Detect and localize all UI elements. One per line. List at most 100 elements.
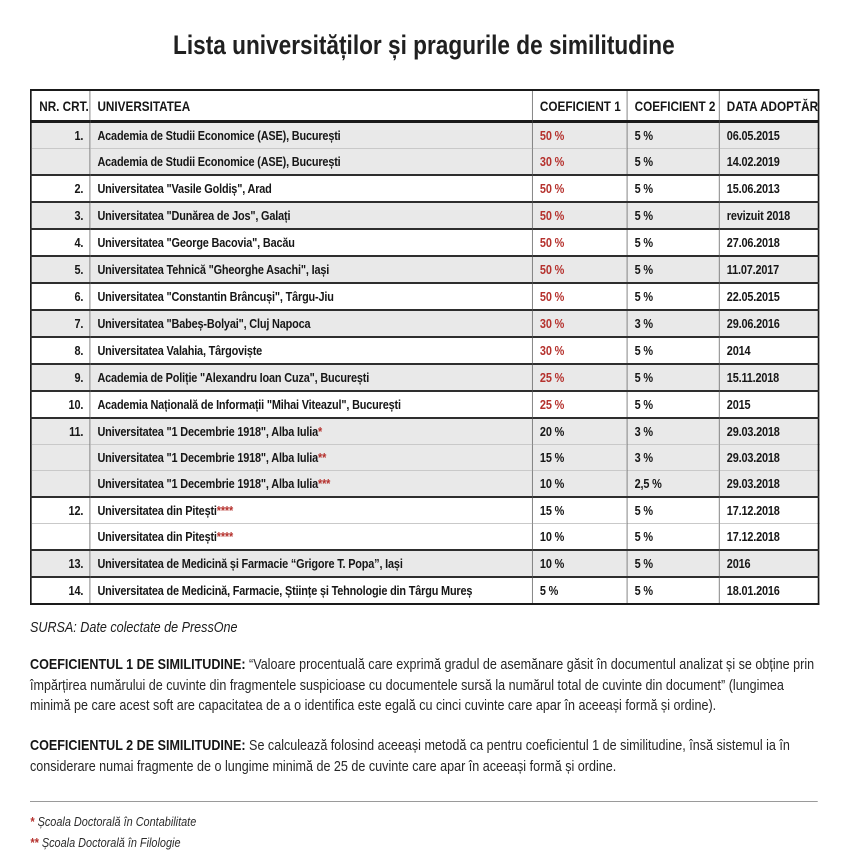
university-name: Universitatea "1 Decembrie 1918", Alba I…: [97, 450, 318, 465]
cell-nr-crt: 13.: [30, 549, 90, 577]
definition-coeficient-1: COEFICIENTUL 1 DE SIMILITUDINE: “Valoare…: [30, 655, 818, 717]
page-title: Lista universităților și pragurile de si…: [173, 30, 675, 60]
cell-coeficient-1: 50 %: [531, 121, 627, 149]
cell-university: Academia de Studii Economice (ASE), Bucu…: [89, 121, 532, 149]
cell-coeficient-2: 5 %: [626, 148, 719, 175]
table-row: 7. Universitatea "Babeș-Bolyai", Cluj Nap…: [30, 309, 819, 337]
definition-coeficient-1-label: COEFICIENTUL 1 DE SIMILITUDINE:: [30, 656, 246, 673]
cell-nr-crt: [30, 148, 90, 175]
table-body: 1. Academia de Studii Economice (ASE), Bu…: [30, 121, 819, 604]
university-name: Universitatea Valahia, Târgoviște: [97, 343, 263, 358]
cell-data-adoptarii: 2016: [718, 549, 819, 577]
cell-coeficient-2: 5 %: [626, 255, 719, 283]
university-name: Academia de Studii Economice (ASE), Bucu…: [97, 154, 341, 169]
cell-coeficient-1: 10 %: [531, 549, 627, 577]
university-name: Universitatea Tehnică "Gheorghe Asachi",…: [97, 262, 330, 277]
definition-coeficient-2-text: Se calculează folosind aceeași metodă ca…: [30, 737, 790, 775]
footnote-text: Școala Doctorală în Filologie: [41, 834, 181, 850]
cell-university: Universitatea "Dunărea de Jos", Galați: [89, 201, 532, 229]
table-header: NR. CRT. UNIVERSITATEA COEFICIENT 1 COEF…: [30, 90, 819, 123]
cell-coeficient-2: 5 %: [626, 121, 719, 149]
footnote-marker: *: [317, 424, 323, 439]
cell-university: Universitatea "1 Decembrie 1918", Alba I…: [89, 417, 532, 445]
cell-nr-crt: 5.: [30, 255, 90, 283]
footnote-marker: ***: [317, 476, 331, 491]
table-row: 4. Universitatea "George Bacovia", Bacău 5…: [30, 228, 819, 256]
definition-coeficient-2-label: COEFICIENTUL 2 DE SIMILITUDINE:: [30, 737, 246, 755]
cell-university: Universitatea "1 Decembrie 1918", Alba I…: [89, 470, 532, 497]
cell-university: Universitatea "Babeș-Bolyai", Cluj Napoc…: [89, 309, 532, 337]
cell-coeficient-2: 5 %: [626, 336, 719, 364]
cell-data-adoptarii: 17.12.2018: [718, 523, 819, 550]
cell-nr-crt: 9.: [30, 363, 90, 391]
cell-university: Universitatea Valahia, Târgoviște: [89, 336, 532, 364]
table-row: Universitatea din Pitești**** 10 % 5 % 17.1…: [30, 523, 819, 550]
cell-university: Universitatea Tehnică "Gheorghe Asachi",…: [89, 255, 532, 283]
header-coeficient-1: COEFICIENT 1: [531, 90, 627, 123]
university-name: Universitatea din Pitești: [97, 503, 217, 518]
cell-coeficient-1: 50 %: [531, 201, 627, 229]
cell-university: Universitatea "Vasile Goldiș", Arad: [89, 174, 532, 202]
university-name: Universitatea din Pitești: [97, 529, 217, 544]
definition-coeficient-2: COEFICIENTUL 2 DE SIMILITUDINE: Se calcu…: [30, 736, 818, 777]
footnote-marker: *: [30, 814, 35, 830]
table-row: Universitatea "1 Decembrie 1918", Alba I…: [30, 444, 819, 471]
header-coeficient-2: COEFICIENT 2: [626, 90, 719, 123]
cell-university: Universitatea "Constantin Brâncuși", Târ…: [89, 282, 532, 310]
cell-nr-crt: [30, 523, 90, 550]
cell-nr-crt: 6.: [30, 282, 90, 310]
cell-coeficient-2: 2,5 %: [626, 470, 719, 497]
cell-data-adoptarii: 11.07.2017: [718, 255, 819, 283]
university-name: Universitatea "George Bacovia", Bacău: [97, 235, 295, 250]
cell-university: Universitatea "1 Decembrie 1918", Alba I…: [89, 444, 532, 471]
university-name: Universitatea de Medicină, Farmacie, Ști…: [97, 583, 473, 598]
footnote-text: Școala Doctorală în Contabilitate: [37, 814, 197, 830]
content-wrap: Lista universităților și pragurile de si…: [30, 30, 820, 853]
cell-coeficient-1: 50 %: [531, 228, 627, 256]
cell-coeficient-2: 5 %: [626, 201, 719, 229]
cell-data-adoptarii: 29.03.2018: [718, 417, 819, 445]
table-row: 13. Universitatea de Medicină și Farmacie…: [30, 549, 819, 577]
cell-nr-crt: 1.: [74, 128, 84, 143]
cell-coeficient-1: 15 %: [531, 444, 627, 471]
cell-coeficient-1: 30 %: [531, 309, 627, 337]
cell-coeficient-1: 15 %: [531, 496, 627, 524]
cell-nr-crt: [30, 444, 90, 471]
cell-data-adoptarii: 29.03.2018: [718, 470, 819, 497]
cell-nr-crt: 2.: [30, 174, 90, 202]
cell-nr-crt: 8.: [30, 336, 90, 364]
cell-coeficient-2: 3 %: [626, 309, 719, 337]
header-universitatea: UNIVERSITATEA: [89, 90, 532, 123]
cell-coeficient-2: 5 %: [626, 174, 719, 202]
cell-data-adoptarii: 17.12.2018: [718, 496, 819, 524]
cell-coeficient-2: 5 %: [626, 523, 719, 550]
cell-university: Academia de Studii Economice (ASE), Bucu…: [89, 148, 532, 175]
cell-nr-crt: 14.: [30, 576, 90, 604]
cell-coeficient-1: 25 %: [531, 363, 627, 391]
cell-university: Universitatea de Medicină și Farmacie “G…: [89, 549, 532, 577]
footnotes-divider: [30, 801, 818, 803]
cell-nr-crt: 3.: [30, 201, 90, 229]
cell-data-adoptarii: 22.05.2015: [718, 282, 819, 310]
cell-coeficient-2: 5 %: [626, 549, 719, 577]
cell-data-adoptarii: 06.05.2015: [718, 121, 819, 149]
table-row: 12. Universitatea din Pitești**** 15 % 5 % 1…: [30, 496, 819, 524]
cell-coeficient-1: 5 %: [531, 576, 627, 604]
cell-coeficient-2: 5 %: [626, 228, 719, 256]
cell-data-adoptarii: revizuit 2018: [718, 201, 819, 229]
cell-coeficient-1: 25 %: [531, 390, 627, 418]
university-name: Academia de Poliție "Alexandru Ioan Cuza…: [97, 370, 370, 385]
table-row: 2. Universitatea "Vasile Goldiș", Arad 50 …: [30, 174, 819, 202]
cell-university: Academia de Poliție "Alexandru Ioan Cuza…: [89, 363, 532, 391]
source-note: SURSA: Date colectate de PressOne: [30, 619, 238, 636]
cell-coeficient-1: 50 %: [531, 255, 627, 283]
cell-nr-crt: 10.: [30, 390, 90, 418]
cell-university: Academia Națională de Informații "Mihai …: [89, 390, 532, 418]
cell-data-adoptarii: 29.03.2018: [718, 444, 819, 471]
footnote-marker: ****: [216, 503, 234, 518]
university-name: Universitatea "1 Decembrie 1918", Alba I…: [97, 424, 318, 439]
footnote-marker: **: [317, 450, 327, 465]
cell-data-adoptarii: 18.01.2016: [718, 576, 819, 604]
cell-coeficient-2: 5 %: [626, 576, 719, 604]
